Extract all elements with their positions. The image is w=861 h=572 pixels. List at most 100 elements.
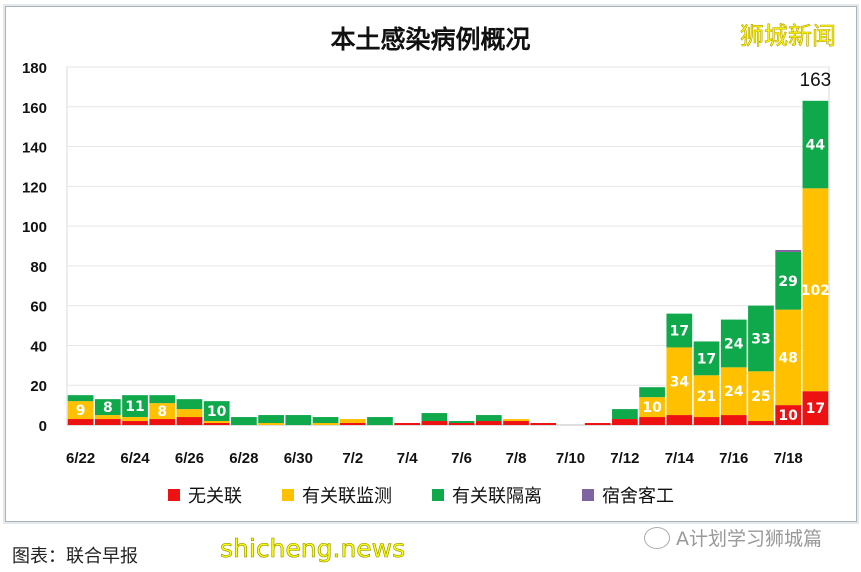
x-tick-label: 6/30 xyxy=(284,450,313,467)
data-label: 34 xyxy=(670,374,690,390)
data-label: 10 xyxy=(207,404,227,420)
legend-swatch xyxy=(282,489,294,501)
data-label: 24 xyxy=(724,384,744,400)
bar-segment xyxy=(122,395,148,418)
x-tick-label: 7/6 xyxy=(451,450,472,467)
bar-segment xyxy=(720,415,747,425)
legend-label: 有关联监测 xyxy=(302,486,392,507)
bar-segment xyxy=(258,423,284,425)
data-label: 9 xyxy=(76,403,86,419)
bar-segment xyxy=(176,399,203,410)
bar-segment xyxy=(149,403,176,420)
wechat-account: A计划学习狮城篇 xyxy=(644,524,822,551)
legend-label: 无关联 xyxy=(188,486,242,507)
bar-segment xyxy=(339,419,366,424)
bar-segment xyxy=(448,421,475,424)
data-label: 8 xyxy=(157,404,167,420)
bar-segment xyxy=(394,423,421,425)
legend-swatch xyxy=(432,489,444,501)
y-tick-label: 120 xyxy=(22,179,47,196)
legend-label: 宿舍客工 xyxy=(602,486,674,507)
data-label: 102 xyxy=(801,283,830,299)
y-tick-label: 0 xyxy=(39,418,47,435)
bar-segment xyxy=(367,417,393,425)
data-label: 10 xyxy=(778,408,798,424)
y-tick-label: 20 xyxy=(30,378,47,395)
bar-segment xyxy=(475,421,502,425)
total-annotation: 163 xyxy=(800,70,832,91)
watermark-bottom: shicheng.news xyxy=(220,534,406,564)
bar-segment xyxy=(775,309,802,406)
data-label: 33 xyxy=(751,332,770,348)
bar-segment xyxy=(67,395,94,402)
y-tick-label: 40 xyxy=(30,338,47,355)
data-label: 10 xyxy=(642,400,662,416)
chart-frame xyxy=(5,6,857,522)
x-tick-label: 6/26 xyxy=(175,450,204,467)
y-tick-label: 140 xyxy=(22,140,47,157)
bar-segment xyxy=(639,387,665,398)
chart-title: 本土感染病例概况 xyxy=(330,25,531,54)
bar-segment xyxy=(748,305,774,372)
y-tick-label: 160 xyxy=(22,100,47,117)
bar-segment xyxy=(94,415,121,420)
legend-item: 无关联 xyxy=(168,482,242,508)
bar-segment xyxy=(748,371,774,422)
y-tick-label: 180 xyxy=(22,60,47,77)
bar-segment xyxy=(94,399,121,416)
y-tick-label: 60 xyxy=(30,299,47,316)
bar-segment xyxy=(584,423,611,425)
bar-segment xyxy=(802,188,829,392)
bar-segment xyxy=(639,397,665,418)
x-tick-label: 7/10 xyxy=(556,450,585,467)
bar-segment xyxy=(802,100,829,189)
bar-segment xyxy=(448,423,475,425)
data-label: 17 xyxy=(806,401,825,417)
x-tick-label: 7/8 xyxy=(506,450,527,467)
bar-segment xyxy=(475,415,502,422)
x-tick-label: 6/28 xyxy=(229,450,258,467)
bar-segment xyxy=(67,401,94,420)
legend: 无关联 有关联监测 有关联隔离 宿舍客工 xyxy=(168,482,674,508)
x-tick-label: 7/4 xyxy=(397,450,419,467)
bar-segment xyxy=(612,409,638,420)
legend-label: 有关联隔离 xyxy=(452,486,542,507)
watermark-top: 狮城新闻 xyxy=(740,22,837,51)
bar-segment xyxy=(312,423,339,425)
bar-segment xyxy=(775,249,802,252)
data-label: 29 xyxy=(778,274,797,290)
bar-segment xyxy=(176,409,203,418)
bar-segment xyxy=(693,417,720,425)
bar-segment xyxy=(312,417,339,424)
data-label: 17 xyxy=(670,324,689,340)
data-label: 24 xyxy=(724,336,744,352)
data-label: 11 xyxy=(125,399,144,415)
bar-segment xyxy=(503,419,529,422)
y-tick-label: 80 xyxy=(30,259,47,276)
wechat-logo-icon xyxy=(644,526,670,549)
bar-segment xyxy=(720,367,747,416)
legend-item: 有关联隔离 xyxy=(432,482,542,508)
bar-segment xyxy=(94,419,121,425)
legend-item: 有关联监测 xyxy=(282,482,392,508)
legend-swatch xyxy=(582,489,594,501)
bar-segment xyxy=(421,421,448,425)
legend-item: 宿舍客工 xyxy=(582,482,674,508)
bar-segment xyxy=(748,421,774,425)
data-label: 21 xyxy=(697,389,716,405)
legend-swatch xyxy=(168,489,180,501)
bar-segment xyxy=(612,419,638,425)
caption: 图表：联合早报 xyxy=(12,546,138,567)
x-tick-label: 6/22 xyxy=(66,450,95,467)
x-tick-label: 7/2 xyxy=(342,450,363,467)
x-tick-label: 7/16 xyxy=(719,450,748,467)
bar-segment xyxy=(693,341,720,376)
data-label: 44 xyxy=(806,138,826,154)
x-tick-label: 7/12 xyxy=(610,450,639,467)
bar-segment xyxy=(693,375,720,418)
bar-segment xyxy=(802,391,829,425)
bar-segment xyxy=(149,395,176,404)
x-tick-label: 7/14 xyxy=(665,450,695,467)
bar-segment xyxy=(176,417,203,425)
